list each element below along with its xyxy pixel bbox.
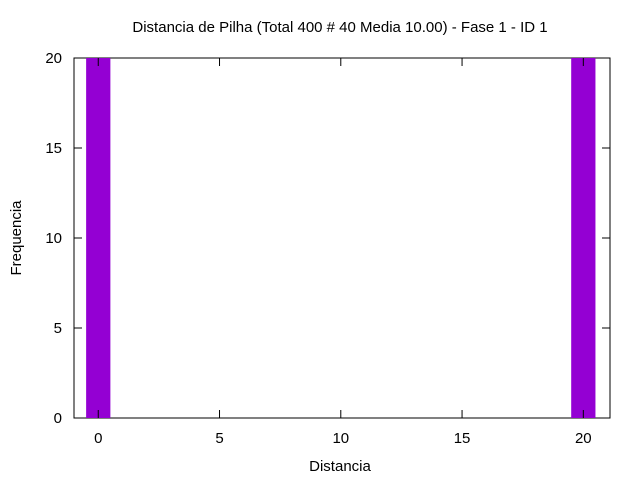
x-tick-label: 0 xyxy=(94,430,102,447)
ticks-layer: 0 5 10 15 20 0 5 10 15 20 xyxy=(45,50,610,447)
y-tick-label: 5 xyxy=(54,320,62,337)
x-axis-label: Distancia xyxy=(309,458,371,475)
y-tick-label: 10 xyxy=(45,230,62,247)
x-tick-label: 5 xyxy=(215,430,223,447)
bars-layer xyxy=(86,58,596,418)
y-tick-label: 0 xyxy=(54,410,62,427)
bar-0 xyxy=(86,58,111,418)
y-tick-label: 15 xyxy=(45,140,62,157)
y-axis-label: Frequencia xyxy=(8,200,25,276)
plot-area-frame xyxy=(73,57,611,419)
chart-title: Distancia de Pilha (Total 400 # 40 Media… xyxy=(132,19,547,36)
bar-20 xyxy=(571,58,596,418)
x-tick-label: 10 xyxy=(332,430,349,447)
x-tick-label: 20 xyxy=(575,430,592,447)
y-tick-label: 20 xyxy=(45,50,62,67)
x-tick-label: 15 xyxy=(454,430,471,447)
